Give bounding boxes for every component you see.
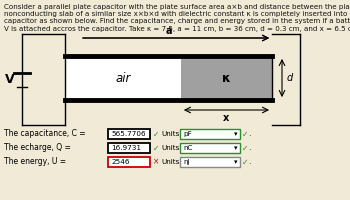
- Bar: [108, 129, 150, 139]
- Bar: [108, 157, 150, 167]
- Bar: [181, 56, 272, 100]
- Text: 565.7706: 565.7706: [111, 131, 146, 137]
- Text: ▾: ▾: [234, 159, 238, 165]
- Text: κ: κ: [222, 72, 231, 84]
- Text: capacitor as shown below. Find the capacitance, charge and energy stored in the : capacitor as shown below. Find the capac…: [4, 18, 350, 24]
- Text: .: .: [248, 144, 250, 152]
- Text: ✓: ✓: [242, 144, 248, 152]
- Text: Units: Units: [161, 145, 179, 151]
- Text: .: .: [248, 158, 250, 166]
- Text: Consider a parallel plate capacitor with the plate surface area a×b and distance: Consider a parallel plate capacitor with…: [4, 4, 350, 10]
- Text: .: .: [248, 130, 250, 138]
- Text: air: air: [115, 72, 131, 84]
- Bar: [180, 157, 240, 167]
- Text: a: a: [165, 26, 172, 36]
- Text: ✓: ✓: [153, 144, 159, 152]
- Text: V is attached accros the capacitor. Take κ = 7.5, a = 11 cm, b = 36 cm, d = 0.3 : V is attached accros the capacitor. Take…: [4, 26, 350, 32]
- Text: The capacitance, C =: The capacitance, C =: [4, 130, 86, 138]
- Bar: [180, 129, 240, 139]
- Text: ✓: ✓: [242, 130, 248, 138]
- Text: The echarge, Q =: The echarge, Q =: [4, 144, 71, 152]
- Bar: [108, 143, 150, 153]
- Text: nJ: nJ: [183, 159, 190, 165]
- Text: ▾: ▾: [234, 145, 238, 151]
- Bar: [65, 56, 272, 100]
- Text: d: d: [287, 73, 293, 83]
- Text: 2546: 2546: [111, 159, 130, 165]
- Text: nonconducting slab of a similar size x×b×d with dielectric constant κ is complet: nonconducting slab of a similar size x×b…: [4, 11, 350, 17]
- Text: x: x: [223, 113, 230, 123]
- Bar: [65, 56, 181, 100]
- Text: nC: nC: [183, 145, 193, 151]
- Text: ✓: ✓: [153, 130, 159, 138]
- Text: ×: ×: [153, 158, 159, 166]
- Text: Units: Units: [161, 131, 179, 137]
- Text: pF: pF: [183, 131, 192, 137]
- Text: 16.9731: 16.9731: [111, 145, 141, 151]
- Text: Units: Units: [161, 159, 179, 165]
- Bar: [180, 143, 240, 153]
- Text: The energy, U =: The energy, U =: [4, 158, 66, 166]
- Text: V: V: [5, 73, 15, 86]
- Text: ▾: ▾: [234, 131, 238, 137]
- Text: ✓: ✓: [242, 158, 248, 166]
